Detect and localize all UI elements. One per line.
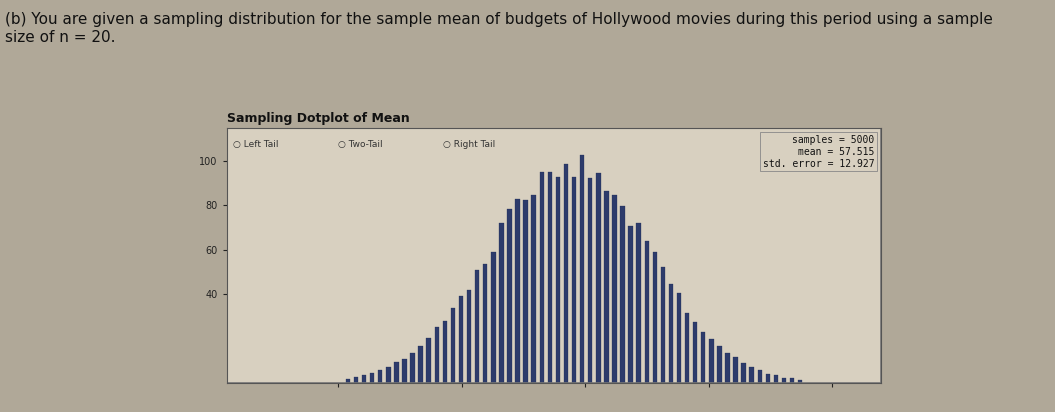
Bar (370, 373, 375, 383)
Bar (733, 357, 737, 383)
Bar (491, 253, 496, 383)
Bar (443, 321, 447, 383)
Bar (475, 270, 479, 383)
Bar (548, 172, 552, 383)
Bar (523, 200, 528, 383)
Bar (773, 375, 779, 383)
Bar (483, 264, 487, 383)
Bar (426, 337, 430, 383)
Bar (459, 296, 463, 383)
Bar (717, 346, 722, 383)
Bar (693, 322, 697, 383)
Bar (709, 339, 713, 383)
Bar (742, 363, 746, 383)
Text: ○ Right Tail: ○ Right Tail (443, 140, 495, 150)
Text: Sampling Dotplot of Mean: Sampling Dotplot of Mean (227, 112, 409, 125)
Bar (507, 209, 512, 383)
Bar (467, 290, 472, 383)
Bar (402, 359, 407, 383)
Bar (556, 177, 560, 383)
Bar (685, 313, 689, 383)
Bar (419, 346, 423, 383)
Bar (636, 223, 640, 383)
Bar (605, 190, 609, 383)
Bar (346, 379, 350, 383)
Bar (645, 241, 649, 383)
Text: samples = 5000
mean = 57.515
std. error = 12.927: samples = 5000 mean = 57.515 std. error … (763, 136, 875, 169)
Bar (653, 252, 657, 383)
Bar (782, 377, 786, 383)
Bar (563, 164, 569, 383)
Bar (790, 378, 794, 383)
Bar (701, 332, 706, 383)
Bar (580, 155, 584, 383)
Text: ○ Left Tail: ○ Left Tail (233, 140, 279, 150)
Bar (669, 284, 673, 383)
Bar (620, 206, 625, 383)
Bar (539, 172, 544, 383)
Bar (395, 362, 399, 383)
Bar (515, 199, 520, 383)
Bar (532, 195, 536, 383)
Bar (386, 367, 390, 383)
Bar (588, 178, 593, 383)
Bar (572, 177, 576, 383)
Bar (660, 267, 665, 383)
Bar (227, 128, 881, 383)
Bar (410, 353, 415, 383)
Bar (757, 370, 762, 383)
Bar (629, 226, 633, 383)
Bar (378, 370, 383, 383)
Bar (749, 368, 754, 383)
Bar (612, 195, 617, 383)
Bar (725, 353, 730, 383)
Bar (450, 308, 455, 383)
Bar (435, 327, 439, 383)
Bar (798, 380, 803, 383)
Text: (b) You are given a sampling distribution for the sample mean of budgets of Holl: (b) You are given a sampling distributio… (5, 12, 993, 45)
Bar (353, 377, 359, 383)
Bar (766, 374, 770, 383)
Bar (499, 223, 503, 383)
Bar (596, 173, 600, 383)
Bar (362, 375, 366, 383)
Bar (677, 293, 682, 383)
Text: ○ Two-Tail: ○ Two-Tail (338, 140, 383, 150)
